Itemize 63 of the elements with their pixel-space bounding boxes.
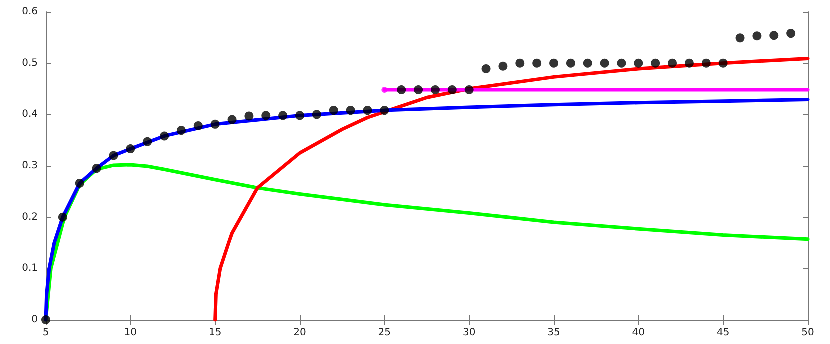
point: [126, 144, 136, 154]
point: [312, 110, 322, 120]
x-tick-label: 15: [208, 328, 222, 338]
point: [702, 58, 711, 68]
point: [668, 58, 678, 68]
point: [244, 112, 254, 121]
point: [58, 212, 68, 222]
point: [770, 31, 779, 40]
x-tick-label: 45: [716, 328, 730, 338]
point: [92, 164, 102, 174]
x-tick-label: 20: [294, 328, 306, 338]
x-tick-label: 35: [548, 328, 560, 338]
y-tick-label: 0.4: [22, 109, 38, 120]
point: [109, 151, 118, 160]
x-tick-label: 10: [124, 328, 138, 338]
point: [464, 86, 474, 95]
point: [194, 121, 203, 130]
point: [262, 111, 271, 120]
point: [498, 62, 508, 71]
line-series: [214, 56, 810, 322]
y-tick-label: 0.3: [22, 160, 38, 172]
point: [550, 58, 558, 68]
point: [566, 58, 576, 68]
point: [651, 58, 660, 68]
point: [634, 58, 644, 68]
point: [210, 120, 220, 129]
point: [278, 111, 288, 120]
point: [684, 58, 694, 68]
point: [380, 106, 390, 116]
y-tick-label: 0.2: [22, 212, 38, 223]
point: [75, 178, 84, 188]
x-tick-label: 50: [802, 328, 814, 338]
point: [516, 58, 525, 68]
point: [296, 111, 304, 120]
point: [736, 34, 745, 43]
y-tick-label: 0.5: [22, 58, 38, 69]
point: [414, 86, 424, 95]
x-tick-label: 40: [632, 328, 646, 338]
point: [718, 58, 728, 68]
y-tick-label: 0.6: [22, 6, 38, 18]
y-tick-label: 0: [32, 314, 38, 326]
point: [430, 86, 440, 95]
y-tick-label: 0.1: [22, 263, 38, 274]
point: [397, 86, 406, 95]
point: [482, 64, 491, 74]
point: [752, 32, 762, 41]
point: [363, 106, 372, 116]
point: [532, 58, 542, 68]
x-tick-label: 30: [462, 328, 476, 338]
x-tick-label: 25: [378, 328, 392, 338]
point: [176, 126, 186, 136]
point: [617, 58, 626, 68]
point: [600, 58, 610, 68]
point: [160, 132, 170, 141]
x-tick-label: 5: [42, 328, 50, 338]
point: [382, 87, 388, 94]
point: [583, 58, 592, 68]
point: [786, 29, 796, 38]
point: [228, 115, 237, 124]
point: [346, 106, 356, 116]
point: [329, 106, 338, 116]
point: [143, 137, 152, 146]
point: [448, 86, 457, 95]
